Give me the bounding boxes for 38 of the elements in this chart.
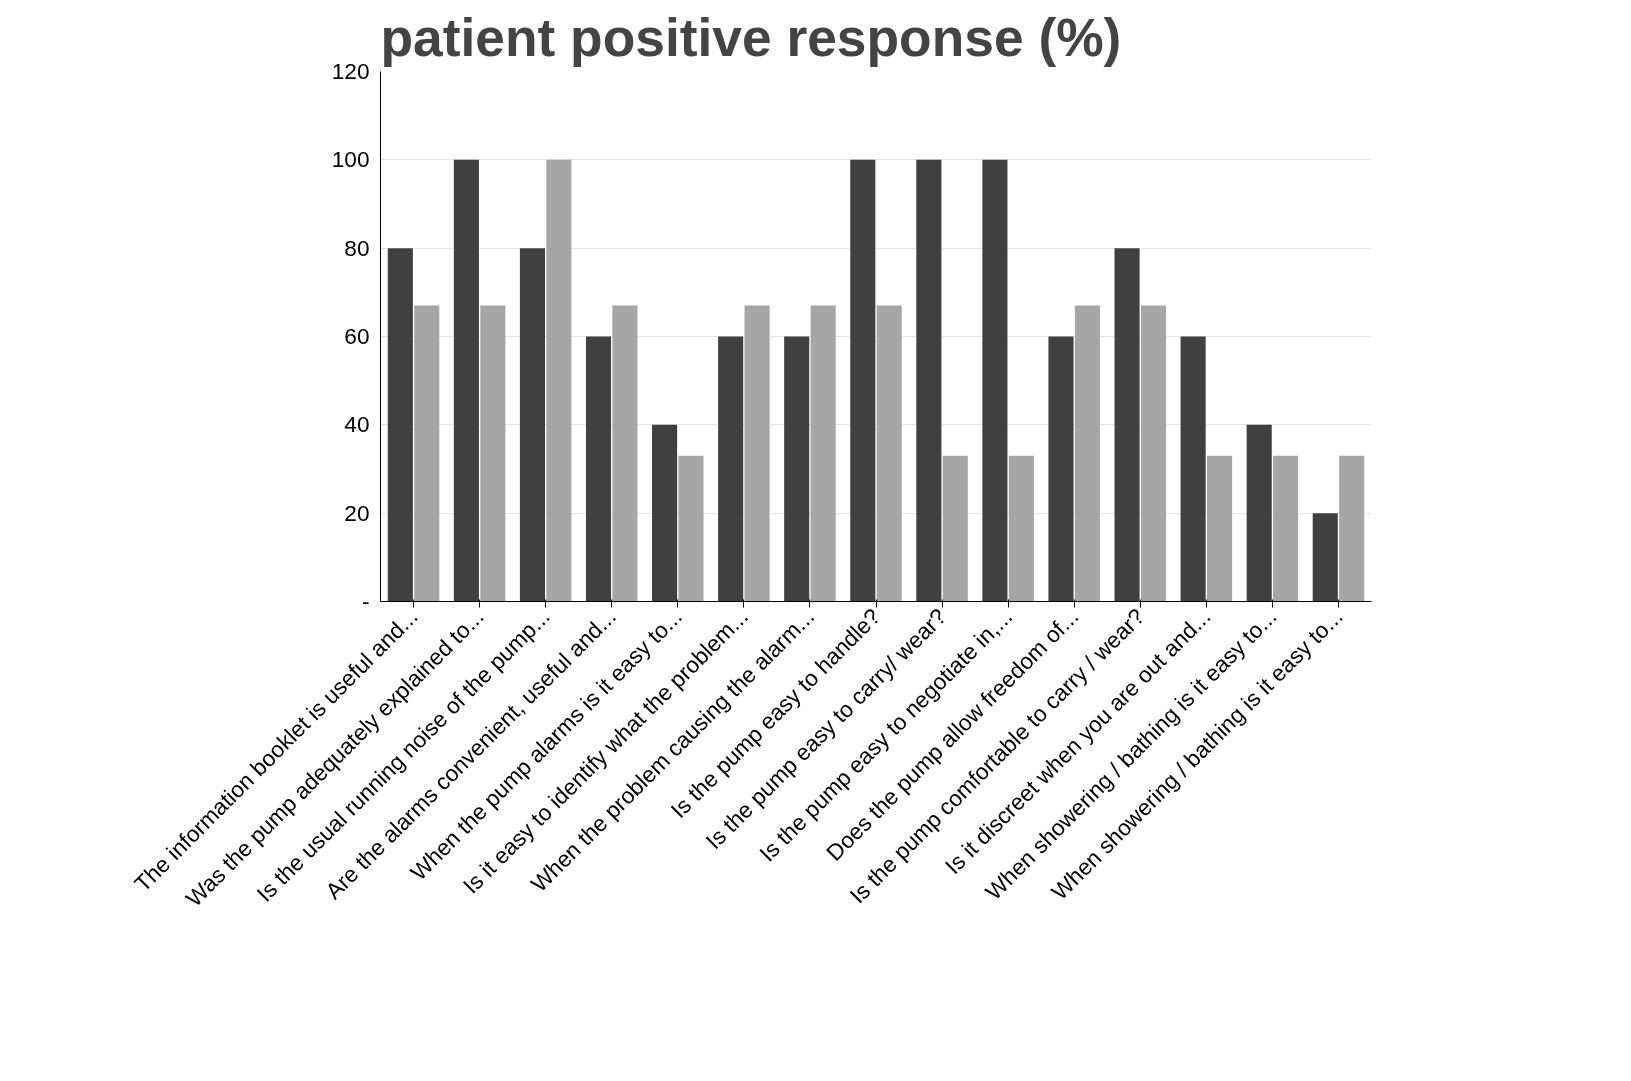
- bar: [546, 159, 572, 602]
- bar: [1114, 248, 1140, 602]
- y-tick-label: 60: [344, 323, 370, 349]
- bar: [942, 455, 968, 602]
- y-tick-label: 120: [331, 58, 370, 84]
- bar: [876, 305, 902, 602]
- bar: [1180, 336, 1206, 602]
- bar: [1074, 305, 1100, 602]
- y-tick-label: 100: [331, 146, 370, 173]
- bar: [718, 336, 744, 602]
- bar: [744, 305, 770, 602]
- bar: [916, 159, 942, 602]
- bar: [1206, 455, 1233, 602]
- y-tick-label: -: [361, 588, 370, 614]
- bar: [480, 305, 506, 602]
- bar: [784, 336, 810, 602]
- bar: [519, 248, 546, 602]
- bar: [1008, 455, 1034, 602]
- bar: [414, 305, 440, 602]
- y-tick-label: 80: [344, 234, 370, 261]
- bar: [1273, 455, 1299, 602]
- bar: [678, 455, 704, 602]
- bar: [1246, 424, 1272, 602]
- bar: [810, 305, 836, 602]
- y-tick-label: 20: [344, 499, 370, 526]
- bar: [1140, 305, 1167, 602]
- bar: [1312, 513, 1338, 602]
- bar: [1339, 455, 1365, 602]
- bar: [1048, 336, 1074, 602]
- bar: [652, 424, 678, 602]
- bar: [453, 159, 479, 602]
- bar: [585, 336, 612, 602]
- chart-title: patient positive response (%): [380, 7, 1122, 67]
- bar: [387, 248, 413, 602]
- y-tick-label: 40: [344, 411, 370, 438]
- bar: [850, 159, 876, 602]
- bar: [982, 159, 1008, 602]
- bar: [612, 305, 638, 602]
